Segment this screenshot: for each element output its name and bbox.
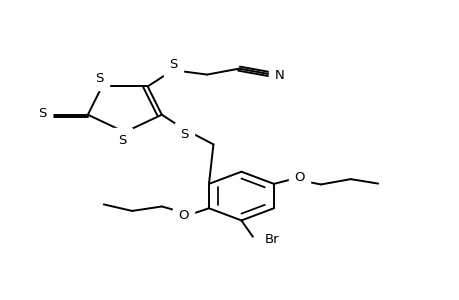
Text: O: O bbox=[178, 209, 188, 222]
Text: S: S bbox=[95, 72, 104, 85]
Text: Br: Br bbox=[264, 233, 279, 246]
Text: S: S bbox=[118, 134, 127, 147]
Text: O: O bbox=[294, 171, 304, 184]
Text: S: S bbox=[169, 58, 178, 71]
Text: S: S bbox=[180, 128, 189, 141]
Text: N: N bbox=[274, 69, 284, 82]
Text: S: S bbox=[38, 107, 46, 120]
